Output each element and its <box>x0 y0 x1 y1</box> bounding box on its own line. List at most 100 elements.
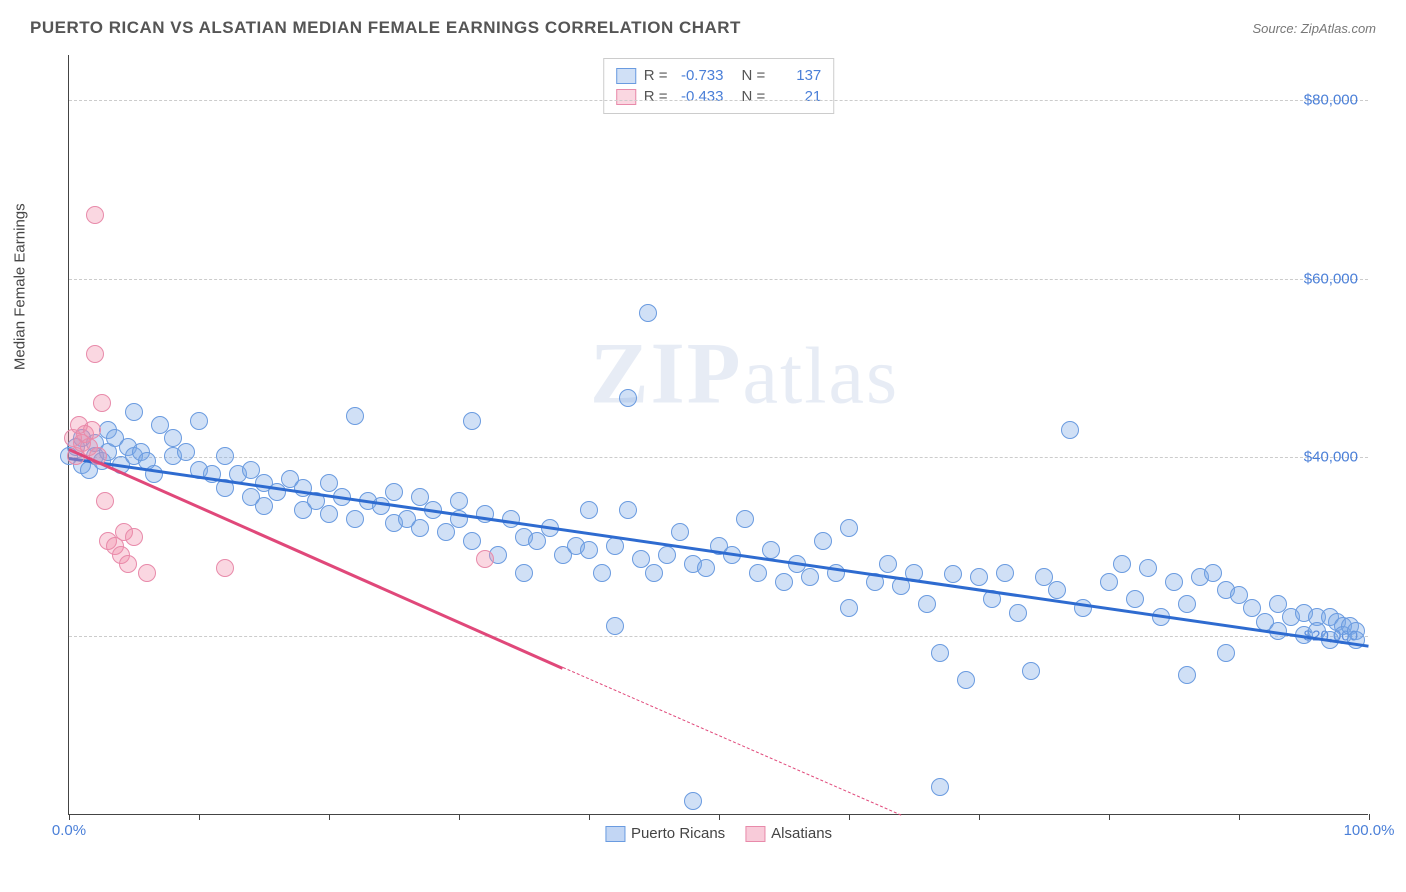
r-label: R = <box>644 88 668 105</box>
data-point <box>411 519 429 537</box>
data-point <box>1048 581 1066 599</box>
data-point <box>944 565 962 583</box>
data-point <box>86 345 104 363</box>
r-value: -0.733 <box>676 67 724 84</box>
data-point <box>177 443 195 461</box>
y-tick-label: $60,000 <box>1304 270 1358 287</box>
data-point <box>684 792 702 810</box>
data-point <box>125 528 143 546</box>
data-point <box>86 206 104 224</box>
legend-stat-row: R = -0.733 N = 137 <box>616 65 822 86</box>
gridline <box>69 100 1368 101</box>
legend-series-label: Alsatians <box>771 825 832 842</box>
legend-series-item: Puerto Ricans <box>605 825 725 842</box>
data-point <box>931 644 949 662</box>
chart-title: PUERTO RICAN VS ALSATIAN MEDIAN FEMALE E… <box>30 18 741 38</box>
data-point <box>83 421 101 439</box>
data-point <box>918 595 936 613</box>
gridline <box>69 457 1368 458</box>
data-point <box>346 510 364 528</box>
data-point <box>606 537 624 555</box>
data-point <box>1204 564 1222 582</box>
data-point <box>138 564 156 582</box>
data-point <box>619 501 637 519</box>
x-tick-mark <box>589 814 590 820</box>
series-legend: Puerto Ricans Alsatians <box>605 825 832 842</box>
data-point <box>216 447 234 465</box>
x-axis-max-label: 100.0% <box>1344 822 1395 839</box>
n-value: 21 <box>773 88 821 105</box>
y-tick-label: $80,000 <box>1304 91 1358 108</box>
data-point <box>814 532 832 550</box>
data-point <box>996 564 1014 582</box>
data-point <box>619 389 637 407</box>
data-point <box>1022 662 1040 680</box>
r-value: -0.433 <box>676 88 724 105</box>
data-point <box>125 403 143 421</box>
data-point <box>580 501 598 519</box>
data-point <box>119 555 137 573</box>
x-axis-min-label: 0.0% <box>52 822 86 839</box>
data-point <box>931 778 949 796</box>
watermark: ZIPatlas <box>590 323 899 424</box>
data-point <box>1009 604 1027 622</box>
data-point <box>1061 421 1079 439</box>
data-point <box>463 412 481 430</box>
chart-container: Median Female Earnings ZIPatlas R =-0.73… <box>50 55 1380 835</box>
data-point <box>580 541 598 559</box>
data-point <box>437 523 455 541</box>
data-point <box>671 523 689 541</box>
x-tick-mark <box>1109 814 1110 820</box>
data-point <box>1217 644 1235 662</box>
data-point <box>1165 573 1183 591</box>
data-point <box>840 519 858 537</box>
y-axis-label: Median Female Earnings <box>12 203 29 370</box>
data-point <box>96 492 114 510</box>
data-point <box>216 559 234 577</box>
correlation-legend: R = -0.733 N = 137 R = -0.433 N = 21 <box>603 58 835 114</box>
data-point <box>749 564 767 582</box>
source-attribution: Source: ZipAtlas.com <box>1252 21 1376 36</box>
data-point <box>1126 590 1144 608</box>
x-tick-mark <box>199 814 200 820</box>
data-point <box>775 573 793 591</box>
data-point <box>385 483 403 501</box>
n-value: 137 <box>773 67 821 84</box>
data-point <box>515 564 533 582</box>
x-tick-mark <box>979 814 980 820</box>
data-point <box>1100 573 1118 591</box>
gridline <box>69 279 1368 280</box>
data-point <box>1178 595 1196 613</box>
r-label: R = <box>644 67 668 84</box>
x-tick-mark <box>849 814 850 820</box>
data-point <box>255 497 273 515</box>
data-point <box>639 304 657 322</box>
n-label: N = <box>742 67 766 84</box>
legend-swatch <box>616 89 636 105</box>
legend-stat-row: R = -0.433 N = 21 <box>616 86 822 107</box>
data-point <box>346 407 364 425</box>
y-tick-label: $40,000 <box>1304 449 1358 466</box>
x-tick-mark <box>1239 814 1240 820</box>
data-point <box>528 532 546 550</box>
data-point <box>879 555 897 573</box>
x-tick-mark <box>1369 814 1370 820</box>
data-point <box>645 564 663 582</box>
n-label: N = <box>742 88 766 105</box>
data-point <box>450 492 468 510</box>
data-point <box>970 568 988 586</box>
gridline <box>69 636 1368 637</box>
data-point <box>606 617 624 635</box>
data-point <box>476 550 494 568</box>
data-point <box>957 671 975 689</box>
data-point <box>190 412 208 430</box>
legend-swatch <box>745 826 765 842</box>
plot-area: ZIPatlas R =-0.733N =137R =-0.433N =21 P… <box>68 55 1368 815</box>
x-tick-mark <box>69 814 70 820</box>
data-point <box>840 599 858 617</box>
legend-swatch <box>616 68 636 84</box>
legend-swatch <box>605 826 625 842</box>
data-point <box>1178 666 1196 684</box>
x-tick-mark <box>459 814 460 820</box>
legend-series-label: Puerto Ricans <box>631 825 725 842</box>
